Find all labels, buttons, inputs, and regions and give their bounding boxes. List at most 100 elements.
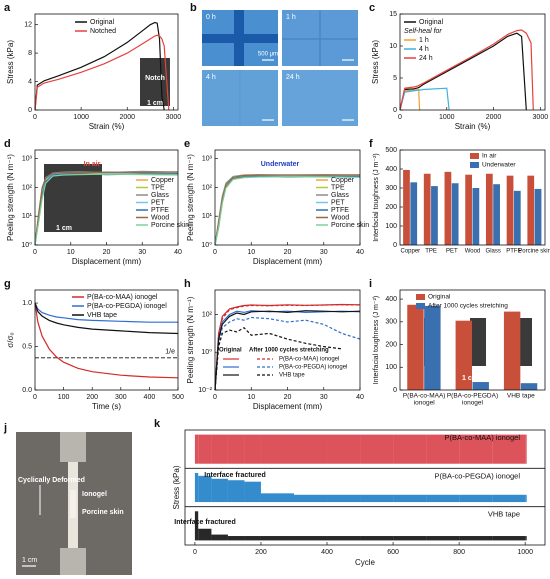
series-line bbox=[214, 304, 361, 391]
y-tick-label: 15 bbox=[389, 11, 397, 18]
legend-label: Underwater bbox=[482, 162, 516, 169]
y-tick-label: 0 bbox=[28, 107, 32, 114]
x-tick-label: P(BA-co-MAA) bbox=[403, 393, 446, 400]
bar bbox=[493, 184, 500, 245]
legend-label: 24 h bbox=[419, 55, 433, 62]
cycle-band bbox=[293, 434, 328, 464]
panel-letter: d bbox=[4, 138, 11, 150]
y-tick-label: 10 bbox=[389, 43, 397, 50]
bar bbox=[520, 383, 538, 390]
legend-title: Self-heal for bbox=[404, 28, 442, 35]
x-tick-label: 30 bbox=[320, 249, 328, 256]
image-label: 24 h bbox=[286, 74, 300, 81]
photo-label: Ionogel bbox=[82, 491, 107, 498]
legend-label: Original bbox=[419, 19, 444, 26]
legend-label: Original bbox=[90, 19, 115, 26]
plot-frame bbox=[214, 289, 361, 391]
cycle-band bbox=[198, 434, 212, 464]
bar bbox=[455, 320, 472, 390]
y-tick-label: 8 bbox=[28, 50, 32, 57]
bar bbox=[503, 311, 521, 390]
plot-frame bbox=[399, 149, 546, 246]
cycle-band bbox=[260, 493, 294, 503]
x-tick-label: 0 bbox=[398, 114, 402, 121]
x-tick-label: Glass bbox=[486, 249, 501, 255]
y-tick-label: 10⁻² bbox=[198, 387, 212, 394]
legend-label: VHB tape bbox=[87, 312, 117, 319]
x-tick-label: 40 bbox=[356, 249, 364, 256]
scale-bar-label: 1 cm bbox=[22, 557, 37, 564]
x-tick-label: Wood bbox=[465, 249, 481, 255]
x-tick-label: TPE bbox=[425, 249, 437, 255]
panel-letter: j bbox=[3, 422, 7, 434]
legend-label: P(BA-co-MAA) ionogel bbox=[279, 357, 339, 363]
cycle-band bbox=[360, 536, 394, 541]
cycle-band bbox=[211, 478, 228, 503]
x-tick-label: 1000 bbox=[73, 114, 89, 121]
y-axis-label: Peeling strength (N m⁻¹) bbox=[186, 154, 195, 241]
y-axis-label: Stress (kPa) bbox=[371, 40, 380, 84]
y-axis-label: Stress (kPa) bbox=[172, 465, 181, 509]
cycle-band bbox=[525, 536, 527, 541]
panel-letter: b bbox=[190, 2, 197, 14]
panel-letter: f bbox=[369, 138, 373, 150]
micrograph-grid bbox=[202, 10, 358, 126]
cycle-band bbox=[426, 494, 460, 503]
cycle-band bbox=[198, 528, 212, 541]
inset-photo bbox=[140, 58, 170, 106]
annotation: Notch bbox=[145, 75, 165, 82]
x-tick-label: Copper bbox=[401, 249, 421, 255]
x-tick-label: 40 bbox=[174, 249, 182, 256]
legend-label: PET bbox=[151, 199, 165, 206]
legend-title: After 1000 cycles stretching bbox=[249, 348, 329, 354]
cycle-band bbox=[327, 434, 361, 464]
cycle-band bbox=[227, 480, 245, 503]
plot-frame bbox=[184, 429, 546, 546]
legend-label: P(BA-co-MAA) ionogel bbox=[87, 294, 158, 301]
cycle-band bbox=[492, 536, 526, 541]
bar bbox=[465, 174, 472, 245]
y-tick-label: 10⁰ bbox=[201, 348, 212, 356]
annotation: 1 cm bbox=[56, 225, 72, 232]
cycle-band bbox=[459, 536, 493, 541]
bar bbox=[472, 382, 489, 390]
image-label: 1 h bbox=[286, 14, 296, 21]
y-tick-label: 200 bbox=[385, 204, 397, 211]
legend-label: Notched bbox=[90, 28, 116, 35]
x-tick-label: 10 bbox=[247, 249, 255, 256]
x-tick-label: 100 bbox=[58, 394, 70, 401]
bar bbox=[472, 188, 480, 245]
series-line bbox=[214, 316, 361, 391]
x-tick-label: 500 bbox=[172, 394, 184, 401]
cycle-band bbox=[244, 536, 261, 541]
cycle-band bbox=[393, 536, 427, 541]
series-label: P(BA-co-MAA) ionogel bbox=[445, 433, 521, 442]
x-axis-label: Time (s) bbox=[92, 402, 121, 411]
series-label: VHB tape bbox=[488, 510, 520, 519]
bar bbox=[424, 305, 441, 390]
x-tick-label: 0 bbox=[193, 549, 197, 556]
x-axis-label: Strain (%) bbox=[455, 122, 491, 131]
x-tick-label: 40 bbox=[356, 394, 364, 401]
x-tick-label: 10 bbox=[247, 394, 255, 401]
y-tick-label: 0 bbox=[393, 387, 397, 394]
cycle-band bbox=[293, 536, 328, 541]
annotation: 1 cm bbox=[147, 100, 163, 107]
y-tick-label: 0 bbox=[393, 242, 397, 249]
series-label: P(BA-co-PEGDA) ionogel bbox=[435, 471, 521, 480]
y-tick-label: 10⁰ bbox=[201, 241, 212, 249]
y-tick-label: 10² bbox=[22, 184, 33, 191]
y-tick-label: 10³ bbox=[202, 156, 213, 163]
legend-label: Original bbox=[428, 294, 451, 301]
legend-label: Wood bbox=[331, 214, 349, 221]
legend-label: P(BA-co-PEGDA) ionogel bbox=[279, 365, 347, 371]
photo-label: Cyclically Deformed bbox=[18, 477, 85, 484]
y-tick-label: 300 bbox=[385, 319, 397, 326]
legend-swatch bbox=[416, 303, 425, 309]
x-tick-label: 200 bbox=[255, 549, 267, 556]
bar bbox=[506, 175, 514, 245]
y-axis-label: Peeling strength (N m⁻¹) bbox=[186, 296, 195, 383]
x-tick-label: 30 bbox=[138, 249, 146, 256]
photo-label: Porcine skin bbox=[82, 509, 124, 516]
legend-label: TPE bbox=[331, 184, 345, 191]
